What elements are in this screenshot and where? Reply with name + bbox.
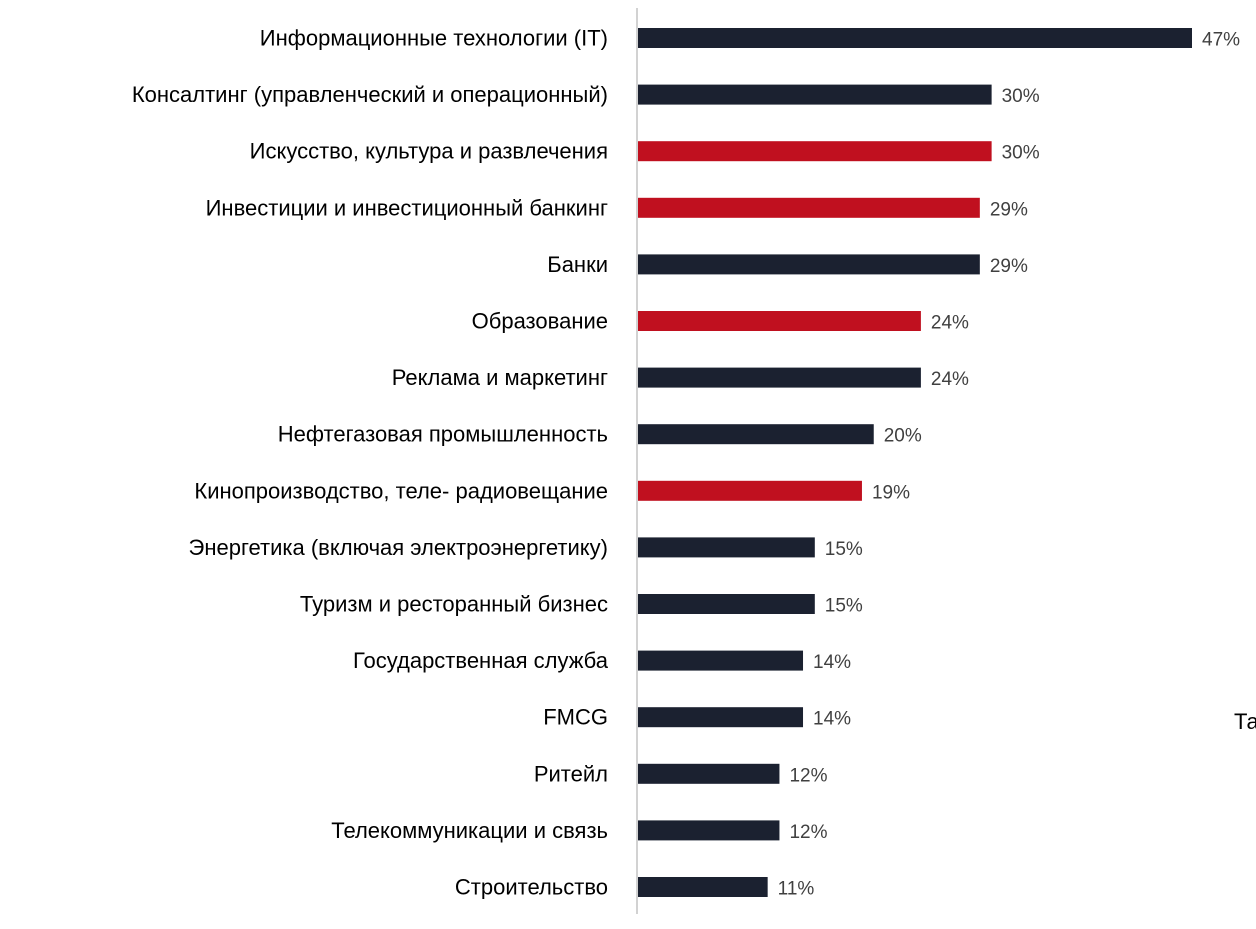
category-label: Строительство (455, 875, 608, 900)
category-label: Туризм и ресторанный бизнес (300, 592, 608, 617)
category-label: Государственная служба (353, 648, 609, 673)
data-label: 30% (1002, 143, 1040, 164)
category-label: Образование (472, 309, 608, 334)
data-label: 29% (990, 256, 1028, 277)
bar (638, 877, 768, 897)
data-label: 12% (789, 765, 827, 786)
bar (638, 197, 980, 218)
data-label: 12% (789, 822, 827, 843)
bar (638, 28, 1192, 48)
bar (638, 424, 874, 445)
category-label: Телекоммуникации и связь (331, 818, 608, 843)
bar (638, 707, 804, 728)
data-label: 15% (825, 596, 863, 617)
bar (638, 763, 780, 784)
bar (638, 594, 815, 614)
category-label: FMCG (543, 705, 608, 730)
bar (638, 367, 921, 388)
data-label: 19% (872, 482, 910, 503)
bar (638, 311, 921, 331)
bar (638, 480, 862, 501)
category-label: Кинопроизводство, теле- радиовещание (194, 478, 608, 503)
data-label: 20% (884, 426, 922, 447)
cropped-text: Та (1234, 709, 1256, 734)
category-label: Искусство, культура и развлечения (250, 139, 608, 164)
data-label: 47% (1202, 30, 1240, 51)
bar (638, 254, 980, 275)
category-label: Информационные технологии (IT) (260, 26, 608, 51)
data-label: 24% (931, 369, 969, 390)
category-label: Ритейл (534, 761, 608, 786)
bar (638, 141, 992, 162)
category-label: Инвестиции и инвестиционный банкинг (206, 195, 608, 220)
category-label: Нефтегазовая промышленность (278, 422, 608, 447)
bar (638, 537, 815, 558)
data-label: 14% (813, 652, 851, 673)
bar (638, 820, 780, 841)
category-label: Реклама и маркетинг (392, 365, 608, 390)
data-label: 15% (825, 539, 863, 560)
category-label: Банки (547, 252, 608, 277)
data-label: 14% (813, 709, 851, 730)
data-label: 30% (1002, 86, 1040, 107)
category-label: Энергетика (включая электроэнергетику) (189, 535, 608, 560)
data-label: 24% (931, 313, 969, 334)
bar (638, 650, 804, 671)
category-label: Консалтинг (управленческий и операционны… (132, 82, 608, 107)
bar (638, 84, 992, 105)
data-label: 29% (990, 199, 1028, 220)
data-label: 11% (778, 879, 815, 900)
